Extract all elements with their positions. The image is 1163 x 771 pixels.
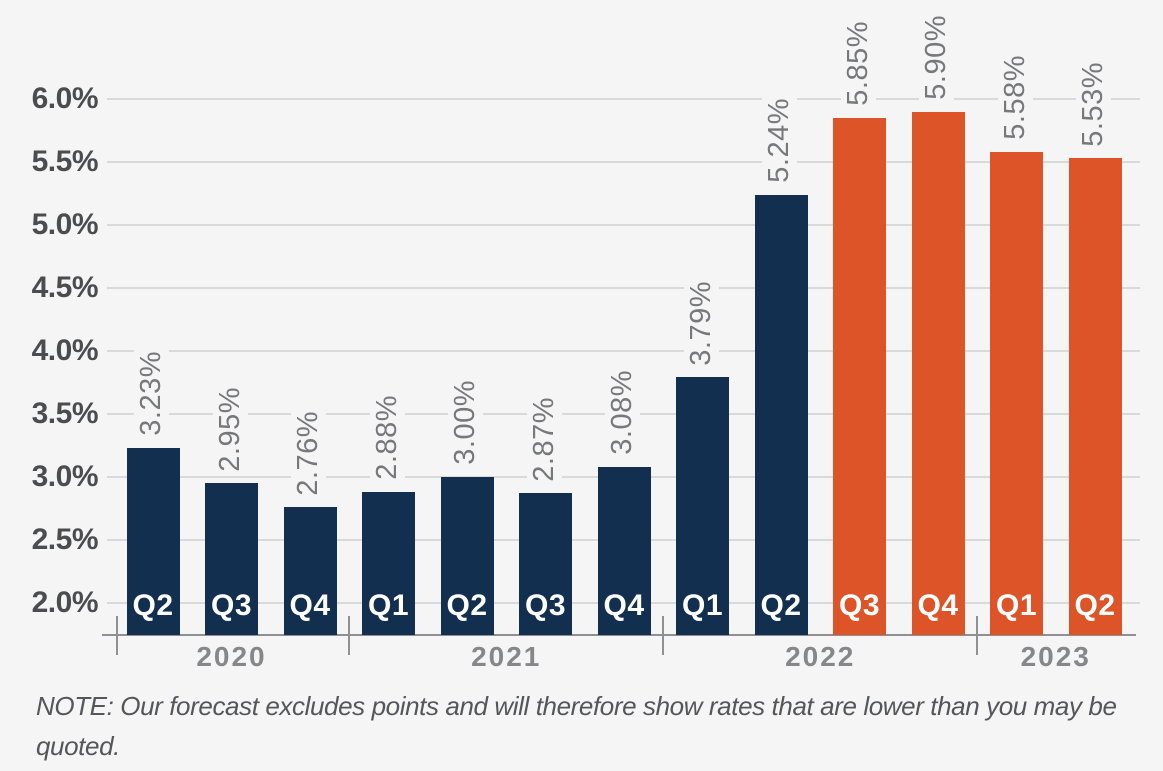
bar-quarter-label: Q2: [132, 588, 174, 622]
x-axis-year-label: 2021: [471, 641, 542, 672]
bar-2021-q3: Q3: [519, 493, 572, 635]
bar-2021-q2: Q2: [440, 477, 494, 635]
bar-quarter-label: Q2: [1074, 588, 1116, 622]
y-axis-tick-label: 2.5%: [31, 523, 99, 556]
bar-2023-q1: Q1: [990, 151, 1043, 635]
footnote: NOTE: Our forecast excludes points and w…: [36, 691, 1117, 761]
bar-2020-q4: Q4: [283, 507, 337, 635]
bar-2022-q4: Q4: [911, 111, 965, 635]
bar-quarter-label: Q4: [917, 588, 959, 622]
bar-value-label: 3.08%: [605, 366, 640, 459]
bar-value-label: 3.79%: [683, 276, 719, 370]
bar-value-label: 5.85%: [840, 17, 876, 110]
bar-2022-q3: Q3: [833, 117, 886, 635]
gridline: [107, 350, 1140, 352]
y-axis-tick-label: 6.0%: [31, 82, 99, 115]
y-axis-tick-label: 3.0%: [31, 460, 99, 493]
x-axis-year-label: 2022: [785, 641, 856, 672]
bar-value-label: 5.24%: [762, 94, 797, 187]
bar-quarter-label: Q3: [210, 588, 253, 622]
gridline: [107, 287, 1140, 289]
y-axis-tick-label: 4.5%: [31, 271, 99, 304]
bar-quarter-label: Q2: [760, 588, 802, 622]
bar-quarter-label: Q4: [289, 588, 331, 622]
x-axis-year-label: 2023: [1020, 641, 1091, 672]
bar-value-label: 2.87%: [526, 392, 562, 486]
bar-value-label: 2.95%: [212, 382, 248, 476]
gridline: [107, 161, 1140, 163]
x-axis-group-tick: [976, 616, 979, 655]
bar-2022-q1: Q1: [676, 377, 729, 635]
bar-quarter-label: Q1: [681, 588, 724, 622]
x-axis-year-label: 2020: [196, 641, 267, 672]
bar-value-label: 5.90%: [919, 10, 954, 104]
y-axis-tick-label: 2.0%: [31, 586, 99, 619]
y-axis-tick-label: 5.5%: [31, 145, 99, 178]
gridline: [107, 98, 1140, 100]
x-axis-group-tick: [662, 616, 665, 655]
bar-2020-q3: Q3: [205, 483, 258, 635]
y-axis-tick-label: 4.0%: [31, 334, 99, 367]
x-axis-line: [102, 634, 1136, 636]
bar-value-label: 5.58%: [997, 51, 1033, 144]
bar-value-label: 5.53%: [1076, 57, 1111, 151]
bar-2021-q1: Q1: [362, 492, 415, 635]
bar-2022-q2: Q2: [754, 194, 808, 635]
bar-quarter-label: Q4: [603, 588, 645, 622]
bar-2020-q2: Q2: [126, 448, 180, 635]
bar-2021-q4: Q4: [597, 466, 651, 635]
bar-quarter-label: Q3: [838, 588, 881, 622]
bar-quarter-label: Q2: [446, 589, 488, 622]
bar-quarter-label: Q1: [995, 588, 1038, 622]
bar-2023-q2: Q2: [1068, 158, 1122, 635]
gridline: [107, 224, 1140, 226]
x-axis-group-tick: [116, 616, 118, 655]
bar-value-label: 2.88%: [369, 391, 405, 485]
bar-quarter-label: Q3: [524, 588, 567, 622]
y-axis-tick-label: 3.5%: [31, 397, 99, 430]
x-axis-group-tick: [348, 616, 351, 655]
bar-quarter-label: Q1: [367, 588, 410, 622]
bar-value-label: 2.76%: [291, 406, 326, 500]
y-axis-tick-label: 5.0%: [31, 208, 99, 241]
bar-value-label: 3.23%: [134, 347, 169, 441]
bar-value-label: 3.00%: [448, 376, 483, 469]
